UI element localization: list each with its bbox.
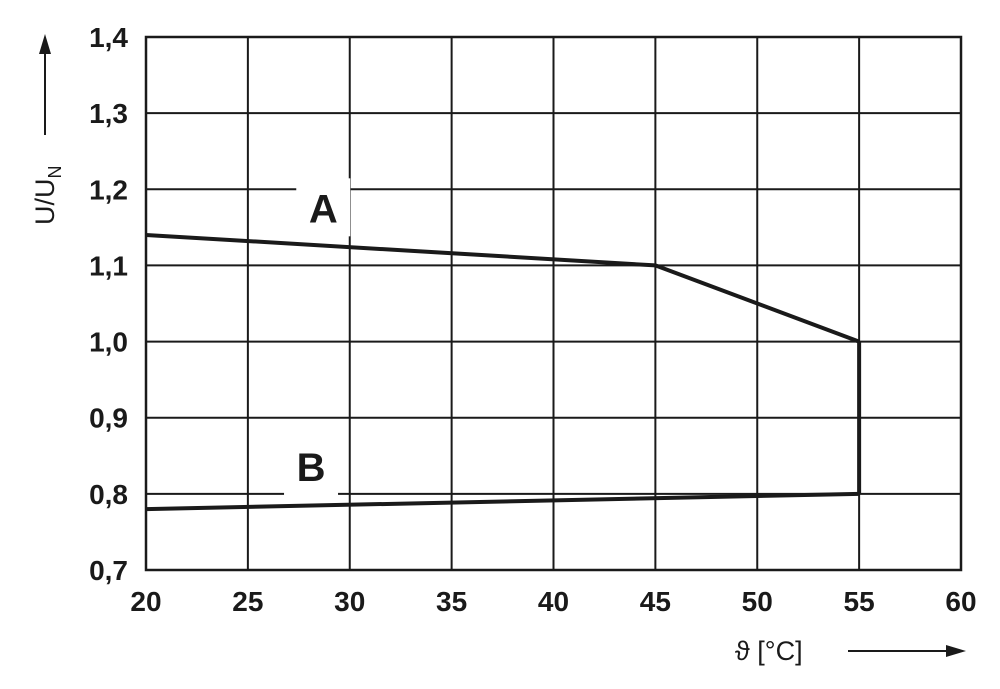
y-axis-title-main: U/U bbox=[30, 179, 60, 226]
x-tick-label: 45 bbox=[640, 586, 671, 617]
x-tick-label: 20 bbox=[130, 586, 161, 617]
plot-frame bbox=[144, 35, 963, 572]
grid bbox=[144, 35, 963, 572]
y-axis-arrow-head bbox=[39, 34, 51, 54]
curve-label-background bbox=[296, 178, 351, 237]
curves bbox=[145, 232, 862, 512]
x-tick-label: 55 bbox=[844, 586, 875, 617]
tick-labels: 20 25 30 35 40 45 50 55 60 0,7 0,8 0,9 1,0 1,1 1,2 1,3 1… bbox=[89, 22, 977, 617]
series-a-line bbox=[145, 232, 860, 344]
x-axis-arrow-head bbox=[946, 645, 966, 657]
y-tick-label: 0,9 bbox=[89, 403, 128, 434]
x-axis-title: ϑ [°C] bbox=[735, 636, 803, 666]
y-tick-label: 1,4 bbox=[89, 22, 128, 53]
y-tick-label: 1,2 bbox=[89, 174, 128, 205]
curve-labels: AB bbox=[284, 178, 351, 496]
series-b-line bbox=[145, 491, 860, 512]
x-tick-label: 35 bbox=[436, 586, 467, 617]
curve-label-background bbox=[284, 437, 339, 496]
y-tick-label: 1,3 bbox=[89, 98, 128, 129]
x-tick-label: 40 bbox=[538, 586, 569, 617]
y-axis-title: U/UN bbox=[30, 166, 65, 226]
x-tick-label: 60 bbox=[945, 586, 976, 617]
x-tick-label: 50 bbox=[742, 586, 773, 617]
y-tick-label: 0,8 bbox=[89, 479, 128, 510]
curve-label-a: A bbox=[309, 187, 338, 231]
svg-text:U/UN: U/UN bbox=[30, 166, 65, 226]
curve-label-b: B bbox=[297, 446, 326, 490]
x-tick-label: 25 bbox=[232, 586, 263, 617]
y-tick-label: 1,0 bbox=[89, 327, 128, 358]
y-axis-title-subscript: N bbox=[45, 166, 65, 179]
y-tick-label: 1,1 bbox=[89, 250, 128, 281]
x-tick-label: 30 bbox=[334, 586, 365, 617]
y-tick-label: 0,7 bbox=[89, 555, 128, 586]
